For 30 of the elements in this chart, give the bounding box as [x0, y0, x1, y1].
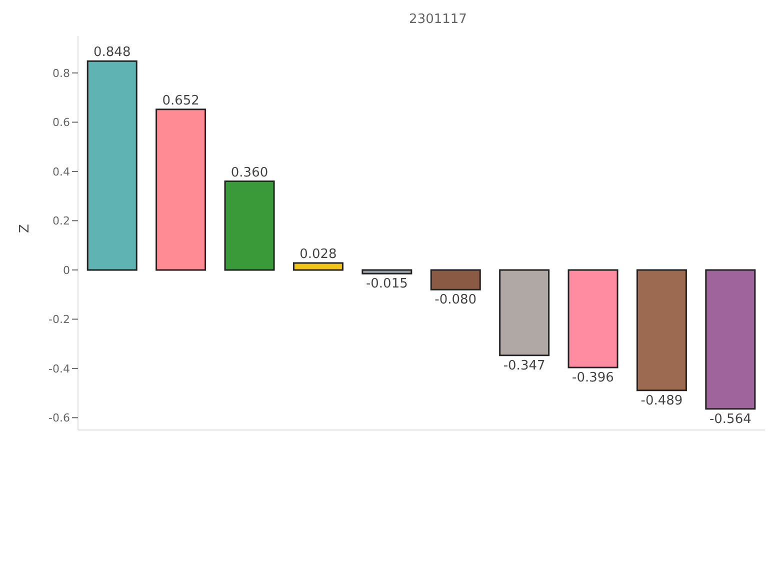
bar — [156, 108, 206, 271]
y-tick-label: -0.4 — [48, 362, 70, 376]
data-label: -0.396 — [572, 370, 614, 386]
data-label: -0.347 — [503, 358, 546, 374]
y-tick-label: 0.2 — [52, 214, 70, 228]
chart-title: 2301117 — [408, 12, 468, 27]
bar — [430, 269, 481, 290]
y-tick-label: 0.4 — [52, 165, 70, 178]
data-label: -0.015 — [366, 276, 408, 292]
y-tick-label: 0.6 — [52, 116, 70, 130]
y-tick-label: -0.6 — [48, 412, 70, 425]
data-label: 0.652 — [162, 93, 200, 108]
bar — [499, 269, 550, 356]
bar — [705, 269, 756, 410]
data-label: -0.564 — [709, 412, 752, 427]
data-label: 0.848 — [94, 45, 131, 60]
data-label: 0.360 — [230, 165, 268, 180]
data-label: -0.080 — [434, 292, 477, 308]
bar — [636, 269, 687, 392]
bar — [292, 262, 344, 271]
y-axis-title: Z — [18, 224, 33, 233]
y-tick-label: 0 — [63, 264, 70, 277]
bar — [568, 269, 618, 368]
bar — [224, 180, 275, 271]
bar — [86, 60, 138, 271]
data-label: -0.489 — [640, 393, 683, 408]
data-label: 0.028 — [300, 247, 337, 262]
bar — [362, 269, 412, 274]
y-tick-label: 0.8 — [52, 66, 70, 80]
y-tick-label: -0.2 — [48, 313, 70, 326]
